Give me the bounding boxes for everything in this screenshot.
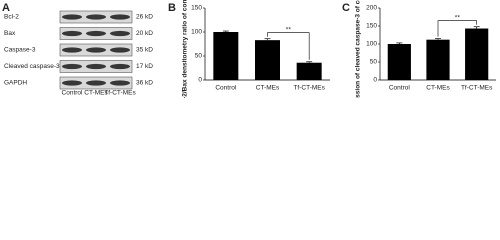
significance-label: ** (455, 14, 461, 21)
protein-label: Caspase-3 (4, 47, 36, 54)
error-bar (435, 38, 441, 40)
error-bar (396, 42, 403, 44)
y-axis-label: Bcl-2/Bax densitometry ratio of control(… (182, 0, 189, 98)
y-tick-label: 0 (373, 77, 377, 84)
band (86, 30, 106, 37)
y-tick-label: 150 (191, 5, 202, 12)
band (110, 47, 130, 53)
band (86, 14, 106, 20)
size-label: 26 kD (136, 14, 153, 21)
lane-label: CT-MEs (84, 90, 108, 97)
significance-bracket (437, 20, 477, 37)
bar (255, 40, 280, 80)
x-tick-label: CT-MEs (426, 85, 450, 92)
error-bar (222, 30, 229, 32)
band (62, 47, 82, 53)
band (110, 30, 130, 37)
band (110, 80, 130, 86)
x-tick-label: CT-MEs (256, 85, 280, 92)
protein-label: Cleaved caspase-3 (4, 63, 60, 70)
band (110, 63, 130, 70)
size-label: 20 kD (136, 30, 153, 37)
band (62, 30, 82, 37)
size-label: 36 kD (136, 80, 153, 87)
size-label: 35 kD (136, 47, 153, 54)
band (110, 14, 130, 20)
band (62, 63, 82, 70)
y-tick-label: 200 (366, 5, 377, 12)
y-tick-label: 0 (198, 77, 202, 84)
figure: A B C Bcl-2 26 kD Bax 20 kD Caspase-3 35 kD Cl… (2, 0, 496, 98)
error-bar (306, 61, 313, 63)
significance-bracket (267, 32, 310, 60)
lane-label: Control (62, 90, 84, 97)
band (86, 80, 106, 86)
lane-label: Tf-CT-MEs (104, 90, 136, 97)
x-tick-label: Tf-CT-MEs (293, 85, 325, 92)
band (62, 14, 82, 20)
bar (465, 28, 489, 80)
panel-label: B (168, 2, 176, 14)
size-label: 17 kD (136, 63, 153, 70)
y-axis-label: Expression of cleaved caspase-3 of contr… (355, 0, 362, 98)
x-tick-label: Control (215, 85, 237, 92)
x-tick-label: Control (389, 85, 411, 92)
bar (296, 62, 322, 80)
y-tick-label: 100 (366, 41, 377, 48)
panel-label: C (342, 2, 350, 14)
panel-label: A (2, 2, 10, 14)
bar (387, 44, 411, 80)
y-tick-label: 150 (366, 23, 377, 30)
band (62, 80, 82, 86)
bar (426, 39, 450, 80)
x-tick-label: Tf-CT-MEs (461, 85, 493, 92)
error-bar (264, 38, 271, 41)
y-tick-label: 50 (370, 59, 378, 66)
y-tick-label: 50 (195, 53, 203, 60)
band (86, 47, 106, 53)
protein-label: Bax (4, 30, 16, 37)
significance-label: ** (286, 26, 292, 33)
band (86, 63, 106, 70)
error-bar (473, 26, 480, 29)
protein-label: Bcl-2 (4, 14, 19, 21)
bar (213, 32, 239, 80)
y-tick-label: 100 (191, 29, 202, 36)
protein-label: GAPDH (4, 80, 27, 87)
